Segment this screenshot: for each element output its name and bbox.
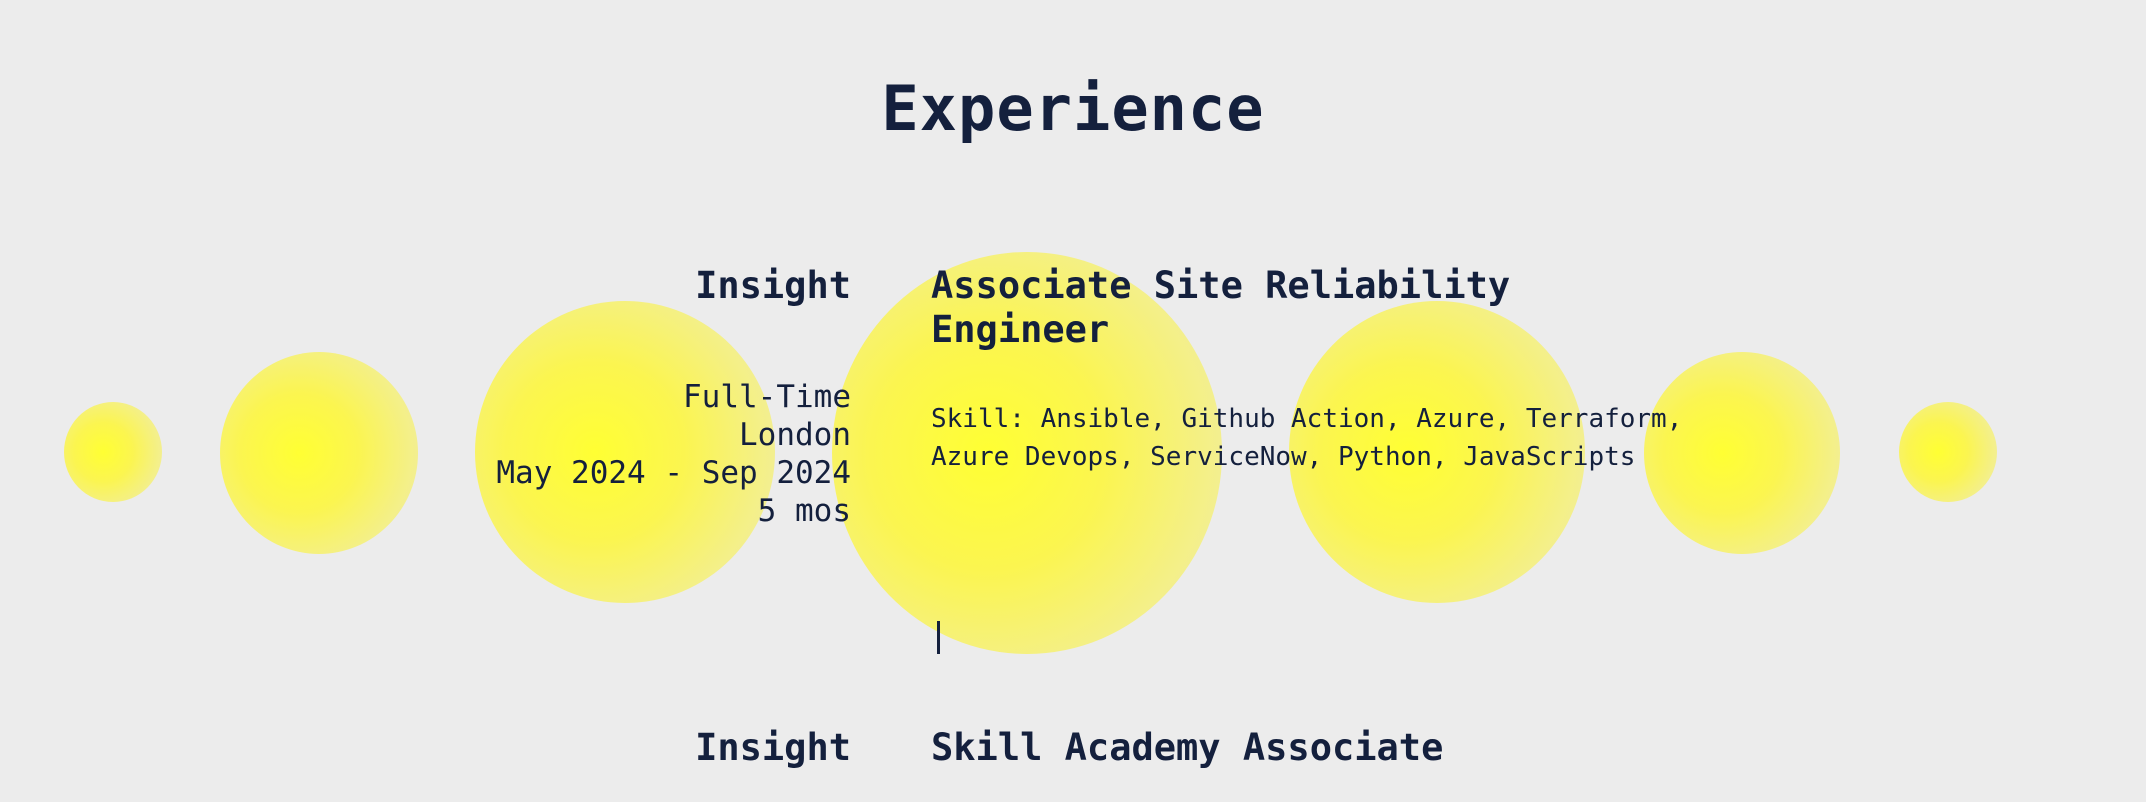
orb-1 [64, 402, 162, 502]
entry-detail-column: Skill Academy Associate [931, 726, 1691, 770]
location: London [739, 417, 851, 453]
orb-7 [1899, 402, 1997, 502]
entry-meta-column: Insight [695, 726, 851, 770]
entry-meta: Full-Time London May 2024 - Sep 2024 5 m… [496, 378, 851, 530]
employment-type: Full-Time [683, 379, 851, 415]
orb-2 [220, 352, 418, 554]
company-name: Insight [695, 264, 851, 307]
company-name: Insight [695, 726, 851, 769]
page-title: Experience [881, 72, 1265, 145]
role-title: Associate Site Reliability Engineer [931, 264, 1511, 351]
role-title: Skill Academy Associate [931, 726, 1444, 769]
entry-meta-column: Insight Full-Time London May 2024 - Sep … [496, 264, 851, 530]
duration: 5 mos [757, 493, 851, 529]
date-range: May 2024 - Sep 2024 [496, 455, 851, 491]
skills-list: Skill: Ansible, Github Action, Azure, Te… [931, 404, 1683, 472]
entry-detail-column: Associate Site Reliability Engineer Skil… [931, 264, 1691, 476]
timeline-connector [937, 621, 940, 654]
